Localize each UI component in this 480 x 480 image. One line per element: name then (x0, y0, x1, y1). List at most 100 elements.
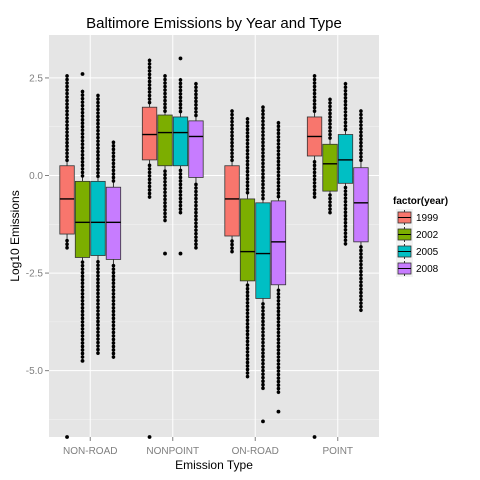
x-axis: NON-ROAD NONPOINT ON-ROAD POINT (63, 437, 353, 457)
outlier-point (343, 242, 348, 246)
outlier-point (261, 337, 265, 341)
outlier-point (312, 170, 317, 175)
outlier-point (80, 291, 85, 296)
outlier-point (276, 124, 281, 129)
outlier-point (245, 180, 250, 184)
outlier-point (80, 114, 85, 118)
outlier-point (359, 283, 363, 288)
outlier-point (194, 210, 198, 215)
outlier-point (312, 84, 317, 89)
outlier-point (111, 327, 116, 331)
outlier-point (261, 119, 265, 124)
outlier-point (80, 107, 85, 111)
outlier-point (276, 379, 281, 384)
outlier-point (359, 137, 363, 142)
outlier-point (261, 316, 265, 320)
outlier-point (65, 238, 69, 243)
outlier-point (312, 105, 317, 110)
outlier-point (80, 131, 85, 136)
outlier-point (328, 207, 332, 211)
outlier-point (178, 179, 183, 183)
outlier-point (111, 298, 116, 303)
outlier-point (276, 152, 281, 157)
outlier-point (276, 166, 281, 171)
outlier-point (163, 98, 167, 103)
outlier-point (80, 320, 85, 324)
outlier-point (245, 162, 250, 167)
box-on-road-1999 (224, 109, 240, 254)
outlier-point (343, 217, 348, 222)
outlier-point (276, 316, 281, 321)
box-body (59, 165, 75, 235)
outlier-point (111, 147, 116, 152)
outlier-point (147, 188, 152, 192)
box-body (105, 186, 122, 260)
outlier-point (276, 288, 281, 293)
outlier-point (163, 183, 167, 188)
outlier-point (230, 239, 234, 243)
outlier-point (276, 170, 281, 174)
outlier-point (343, 85, 348, 90)
outlier-point (359, 140, 363, 145)
outlier-point (80, 302, 85, 307)
outlier-point (245, 364, 250, 368)
outlier-point (245, 127, 250, 132)
outlier-point (80, 323, 85, 328)
outlier-point (147, 90, 152, 94)
outlier-point (80, 327, 85, 331)
legend-item-2002: 2002 (396, 226, 439, 243)
outlier-point (96, 312, 100, 317)
outlier-point (261, 151, 265, 155)
outlier-point (343, 234, 348, 239)
outlier-point (96, 277, 100, 282)
outlier-point (194, 203, 198, 208)
outlier-point (147, 170, 152, 175)
outlier-point (80, 344, 85, 349)
outlier-point (261, 419, 265, 424)
outlier-point (276, 163, 281, 167)
outlier-point (276, 337, 281, 342)
outlier-point (245, 339, 250, 344)
outlier-point (163, 208, 167, 212)
outlier-point (343, 196, 348, 200)
outlier-point (230, 147, 234, 152)
outlier-point (96, 333, 100, 338)
outlier-point (245, 332, 250, 337)
box-body (172, 116, 189, 167)
outlier-point (343, 81, 348, 86)
outlier-point (194, 224, 198, 229)
outlier-point (359, 290, 363, 295)
outlier-point (328, 122, 332, 126)
outlier-point (80, 298, 85, 303)
outlier-point (343, 238, 348, 243)
outlier-point (328, 136, 332, 140)
outlier-point (178, 95, 183, 100)
outlier-point (276, 184, 281, 188)
outlier-point (96, 323, 100, 327)
outlier-point (245, 159, 250, 163)
outlier-point (276, 409, 281, 414)
outlier-point (245, 297, 250, 302)
outlier-point (276, 351, 281, 356)
box-non-road-1999 (59, 74, 75, 439)
outlier-point (261, 108, 265, 113)
outlier-point (80, 149, 85, 154)
outlier-point (261, 309, 265, 313)
outlier-point (328, 193, 332, 197)
outlier-point (96, 135, 100, 140)
outlier-point (194, 214, 198, 218)
outlier-point (245, 176, 250, 181)
box-layer (59, 56, 369, 439)
outlier-point (245, 353, 250, 358)
outlier-point (343, 106, 348, 111)
outlier-point (65, 77, 69, 82)
outlier-point (111, 355, 116, 359)
outlier-point (194, 92, 198, 97)
outlier-point (111, 337, 116, 342)
outlier-point (328, 104, 332, 109)
outlier-point (111, 330, 116, 335)
outlier-point (194, 110, 198, 114)
outlier-point (312, 109, 317, 113)
outlier-point (359, 133, 363, 138)
